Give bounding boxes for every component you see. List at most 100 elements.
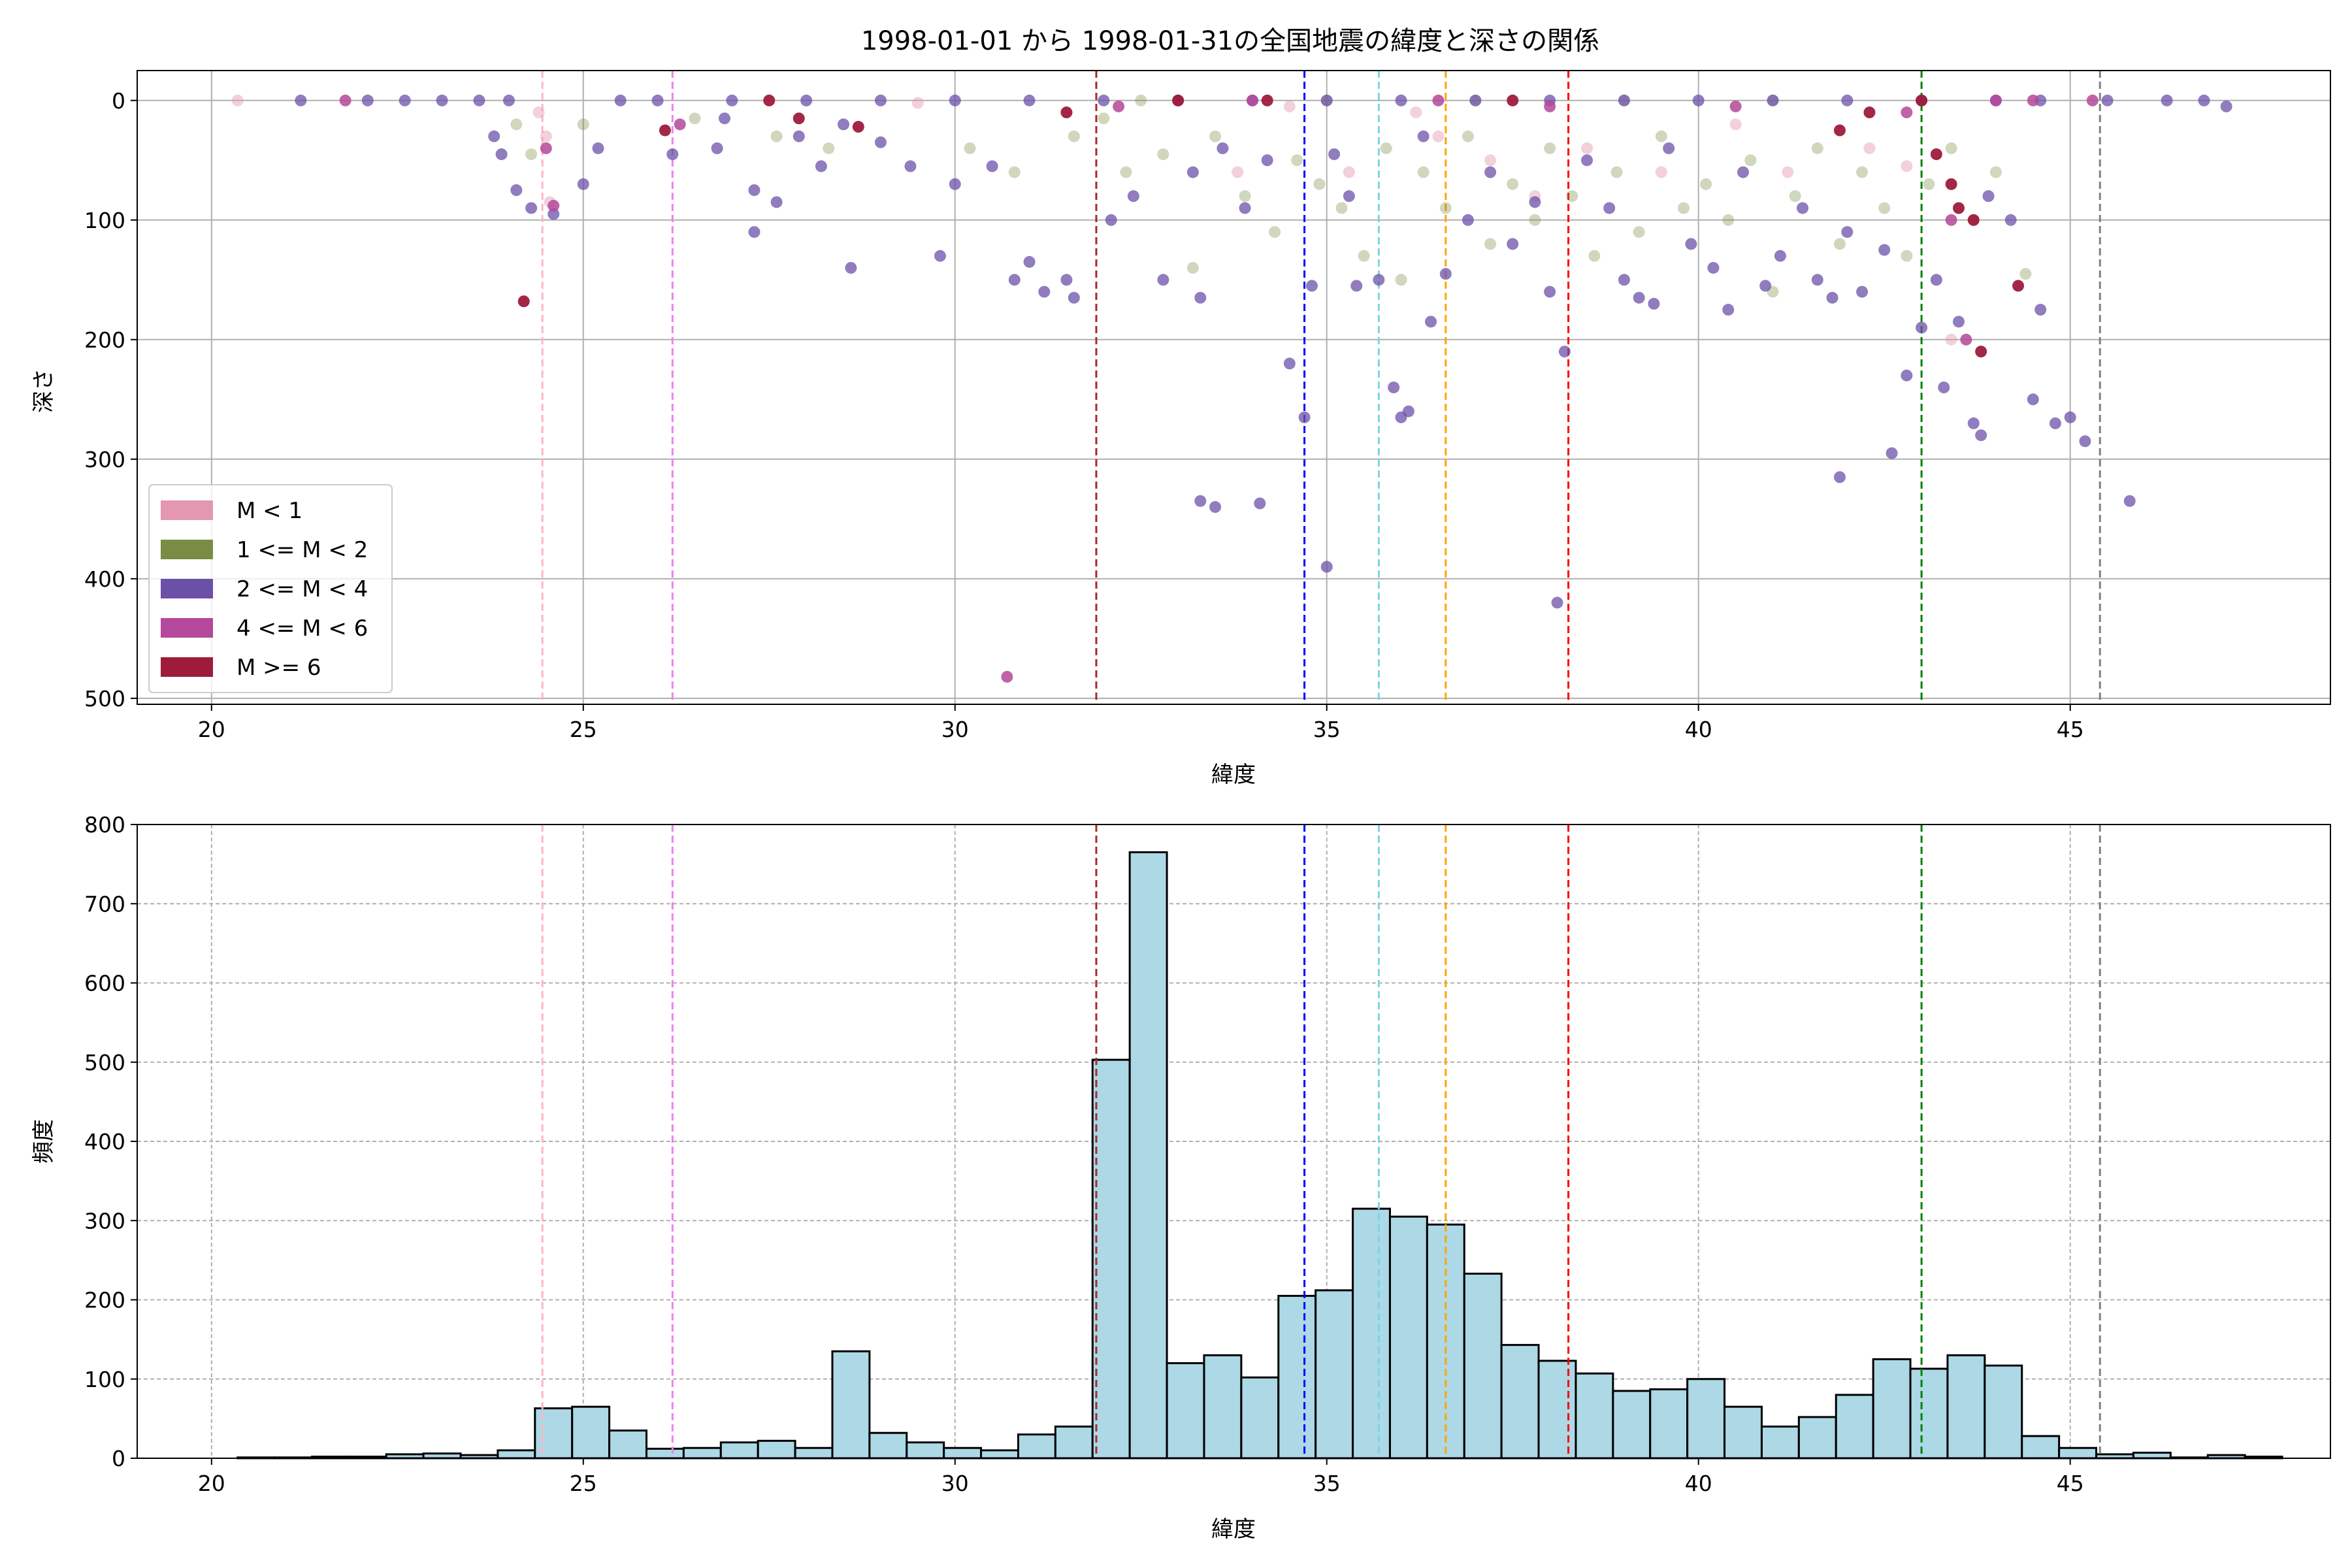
scatter-y-tick-label: 200 [84, 327, 125, 353]
histogram-x-tick-label: 35 [1313, 1471, 1341, 1496]
histogram-bar [2058, 1446, 2098, 1460]
scatter-point [800, 94, 813, 106]
scatter-point [748, 184, 760, 197]
scatter-point [1633, 291, 1645, 304]
histogram-x-tick-label: 25 [570, 1471, 597, 1496]
histogram-bar [1017, 1433, 1056, 1460]
scatter-plot-area [137, 71, 2330, 704]
scatter-point [1841, 94, 1854, 106]
scatter-point [986, 160, 998, 172]
scatter-point [1581, 154, 1593, 167]
scatter-point [1975, 429, 1987, 442]
scatter-point [838, 118, 850, 131]
scatter-point [711, 142, 723, 154]
scatter-point [1685, 238, 1697, 250]
histogram-y-tick-label: 600 [84, 971, 125, 996]
latitude-histogram: 20 25 30 35 40 45 0 100 200 300 400 500 600 700 800 緯度… [31, 812, 2331, 1543]
scatter-point [1655, 130, 1667, 142]
histogram-bar [831, 1350, 871, 1460]
scatter-point [904, 160, 917, 172]
scatter-point [1343, 166, 1355, 178]
scatter-point [1588, 250, 1601, 262]
scatter-y-tick-label: 0 [112, 88, 125, 114]
scatter-point [2064, 411, 2076, 423]
scatter-x-tick-label: 35 [1313, 717, 1341, 742]
scatter-point [1618, 94, 1630, 106]
scatter-point [1484, 154, 1497, 167]
scatter-point [1060, 106, 1073, 119]
scatter-point [1833, 471, 1846, 483]
histogram-bar [534, 1407, 574, 1460]
scatter-point [1023, 94, 1036, 106]
histogram-bar [1240, 1376, 1280, 1460]
scatter-point [1417, 130, 1429, 142]
scatter-point [1157, 148, 1169, 161]
scatter-point [1194, 495, 1207, 507]
scatter-point [1960, 333, 1972, 346]
scatter-point [1863, 142, 1876, 154]
scatter-point [1358, 250, 1370, 262]
scatter-point [2086, 94, 2099, 106]
scatter-point [1826, 291, 1838, 304]
scatter-point [1529, 196, 1541, 208]
histogram-x-tick-label: 30 [941, 1471, 969, 1496]
scatter-point [1901, 250, 1913, 262]
scatter-point [2198, 94, 2210, 106]
scatter-point [1410, 106, 1422, 119]
scatter-point [1930, 148, 1942, 161]
scatter-point [517, 295, 530, 308]
scatter-point [495, 148, 508, 161]
scatter-point [436, 94, 448, 106]
scatter-grid [137, 71, 2330, 704]
scatter-point [1232, 166, 1244, 178]
histogram-bar [868, 1431, 908, 1460]
scatter-point [1677, 202, 1690, 214]
scatter-point [540, 130, 552, 142]
scatter-point [502, 94, 515, 106]
scatter-point [2004, 214, 2017, 226]
histogram-bar [571, 1405, 611, 1460]
scatter-point [577, 178, 589, 190]
scatter-x-tick-label: 20 [198, 717, 225, 742]
scatter-point [1544, 142, 1556, 154]
scatter-point [949, 94, 961, 106]
scatter-point [1217, 142, 1229, 154]
scatter-point [1938, 382, 1950, 393]
scatter-point [1923, 178, 1935, 190]
scatter-point [1953, 202, 1965, 214]
scatter-point [1529, 214, 1541, 226]
scatter-point [1811, 274, 1823, 286]
scatter-point [2049, 417, 2061, 429]
scatter-point [1439, 268, 1452, 280]
histogram-x-axis-label: 緯度 [1211, 1516, 1256, 1543]
scatter-point [2034, 304, 2047, 316]
histogram-bar [1388, 1215, 1428, 1460]
scatter-point [792, 130, 805, 142]
scatter-point [525, 202, 538, 214]
scatter-point [2220, 100, 2232, 112]
histogram-bar [1054, 1426, 1094, 1460]
histogram-bar [1091, 1058, 1131, 1460]
scatter-point [1975, 346, 1987, 358]
scatter-point [689, 112, 701, 125]
scatter-point [1863, 106, 1876, 119]
scatter-point [1558, 346, 1571, 358]
histogram-bar [1463, 1272, 1503, 1460]
scatter-point [1774, 250, 1786, 262]
scatter-ticks: 20 25 30 35 40 45 0 100 200 300 400 500 [84, 88, 2084, 742]
histogram-bar [1203, 1354, 1243, 1460]
scatter-point [666, 148, 679, 161]
histogram-bar [682, 1446, 722, 1460]
scatter-point [547, 208, 560, 220]
scatter-point [1209, 501, 1222, 514]
scatter-point [1856, 286, 1869, 298]
scatter-point [1320, 561, 1333, 573]
legend-swatch [161, 618, 213, 638]
legend-swatch [161, 540, 213, 559]
scatter-point [1335, 202, 1348, 214]
scatter-point [1135, 94, 1147, 106]
scatter-point [1305, 280, 1318, 292]
scatter-point [1343, 190, 1355, 203]
scatter-point [399, 94, 411, 106]
histogram-grid [137, 824, 2330, 1459]
